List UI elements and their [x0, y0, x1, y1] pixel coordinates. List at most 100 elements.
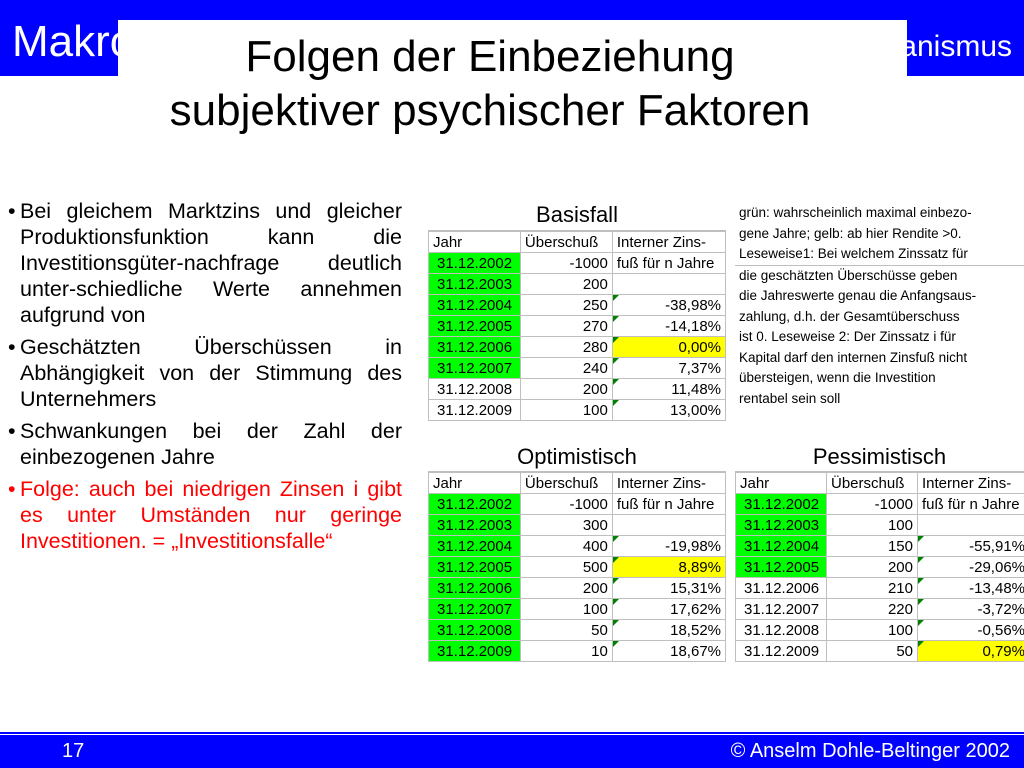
bullet-marker: • [8, 477, 16, 501]
note-line: gene Jahre; gelb: ab hier Rendite >0. [739, 225, 962, 241]
footer-bar: 17 © Anselm Dohle-Beltinger 2002 [0, 730, 1024, 768]
table-row: 31.12.2005 200 -29,06% [735, 556, 1024, 578]
formula-marker-icon [613, 295, 619, 301]
bullet-text: Schwankungen bei der Zahl der einbezogen… [20, 419, 402, 469]
note-line: zahlung, d.h. der Gesamtüberschuss [739, 308, 960, 324]
formula-marker-icon [918, 641, 924, 647]
page-number: 17 [62, 740, 85, 762]
cell-jahr: 31.12.2007 [428, 357, 521, 379]
cell-jahr: 31.12.2003 [428, 514, 521, 536]
table-row: 31.12.2005 500 8,89% [428, 556, 727, 578]
table-row: 31.12.2003 200 [428, 273, 727, 295]
cell-jahr: 31.12.2002 [735, 493, 827, 515]
note-line: die geschätzten Überschüsse geben [739, 267, 958, 283]
cell-ueberschuss: 200 [519, 378, 613, 400]
table-row: 31.12.2009 10 18,67% [428, 640, 727, 662]
bullet-item-conclusion: • Folge: auch bei niedrigen Zinsen i gib… [8, 476, 402, 554]
cell-ueberschuss: 200 [519, 273, 613, 295]
formula-marker-icon [613, 337, 619, 343]
formula-marker-icon [613, 599, 619, 605]
cell-jahr: 31.12.2004 [735, 535, 827, 557]
title-line-2: subjektiver psychischer Faktoren [169, 86, 811, 135]
formula-marker-icon [613, 641, 619, 647]
column-header: Interner Zins- [611, 472, 727, 494]
cell-interner-zins: -3,72% [917, 598, 1024, 620]
bullet-marker: • [8, 335, 16, 359]
column-header: Überschuß [519, 472, 613, 494]
note-divider [735, 264, 1024, 266]
cell-ueberschuss: 50 [519, 619, 613, 641]
bullet-text: Bei gleichem Marktzins und gleicher Prod… [20, 199, 402, 327]
cell-interner-zins: fuß für n Jahre [611, 493, 727, 515]
explanation-notes: grün: wahrscheinlich maximal einbezo- ge… [735, 203, 1024, 415]
cell-value: -3,72% [977, 600, 1024, 618]
table-row: 31.12.2002 -1000 fuß für n Jahre [428, 252, 727, 274]
column-header: Überschuß [519, 231, 613, 253]
cell-jahr: 31.12.2008 [428, 378, 521, 400]
table-title: Basisfall [428, 200, 726, 231]
cell-interner-zins: -38,98% [611, 294, 727, 316]
table-row: 31.12.2007 240 7,37% [428, 357, 727, 379]
table-row: 31.12.2007 100 17,62% [428, 598, 727, 620]
data-table: Jahr Überschuß Interner Zins- 31.12.2002 -10… [735, 472, 1024, 662]
bullet-item: • Schwankungen bei der Zahl der einbezog… [8, 418, 402, 470]
cell-value: -38,98% [665, 296, 721, 314]
bullet-text: Folge: auch bei niedrigen Zinsen i gibt … [20, 477, 402, 553]
data-table: Jahr Überschuß Interner Zins- 31.12.2002 -10… [428, 231, 727, 421]
note-line: die Jahreswerte genau die Anfangsaus- [739, 288, 977, 303]
table-row: 31.12.2008 200 11,48% [428, 378, 727, 400]
note-line: Kapital darf den internen Zinsfuß nicht [739, 349, 968, 365]
formula-marker-icon [613, 620, 619, 626]
cell-value: 11,48% [671, 380, 721, 398]
cell-jahr: 31.12.2003 [735, 514, 827, 536]
cell-jahr: 31.12.2008 [735, 619, 827, 641]
cell-ueberschuss: 300 [519, 514, 613, 536]
cell-value: 0,00% [678, 338, 721, 356]
table-row: 31.12.2004 400 -19,98% [428, 535, 727, 557]
cell-jahr: 31.12.2007 [428, 598, 521, 620]
cell-jahr: 31.12.2005 [428, 556, 521, 578]
cell-interner-zins: 7,37% [611, 357, 727, 379]
cell-ueberschuss: -1000 [519, 252, 613, 274]
cell-interner-zins: 18,52% [611, 619, 727, 641]
cell-jahr: 31.12.2006 [428, 577, 521, 599]
cell-ueberschuss: 400 [519, 535, 613, 557]
formula-marker-icon [613, 358, 619, 364]
table-header-row: Jahr Überschuß Interner Zins- [735, 472, 1024, 494]
cell-ueberschuss: 100 [519, 598, 613, 620]
cell-ueberschuss: 10 [519, 640, 613, 662]
cell-ueberschuss: 280 [519, 336, 613, 358]
table-row: 31.12.2006 280 0,00% [428, 336, 727, 358]
cell-interner-zins: -14,18% [611, 315, 727, 337]
cell-ueberschuss: 250 [519, 294, 613, 316]
table-row: 31.12.2002 -1000 fuß für n Jahre [735, 493, 1024, 515]
cell-value: 13,00% [670, 401, 721, 419]
table-pessimistisch: Pessimistisch Jahr Überschuß Interner Zins… [735, 443, 1024, 662]
column-header: Interner Zins- [917, 472, 1024, 494]
cell-interner-zins: fuß für n Jahre [917, 493, 1024, 515]
bullet-marker: • [8, 199, 16, 223]
note-line: grün: wahrscheinlich maximal einbezo- [739, 205, 972, 220]
formula-marker-icon [918, 578, 924, 584]
cell-ueberschuss: -1000 [519, 493, 613, 515]
cell-jahr: 31.12.2006 [735, 577, 827, 599]
formula-marker-icon [613, 400, 619, 406]
table-row: 31.12.2006 200 15,31% [428, 577, 727, 599]
cell-ueberschuss: 500 [519, 556, 613, 578]
cell-value: 17,62% [670, 600, 721, 618]
formula-marker-icon [918, 536, 924, 542]
note-line: ist 0. Leseweise 2: Der Zinssatz i für [739, 329, 956, 344]
cell-value: 18,67% [670, 642, 721, 660]
table-row: 31.12.2003 300 [428, 514, 727, 536]
title-background [118, 20, 907, 78]
cell-ueberschuss: 50 [826, 640, 918, 662]
cell-interner-zins: 17,62% [611, 598, 727, 620]
note-line: rentabel sein soll [739, 390, 841, 406]
bullet-text: Geschätzten Überschüssen in Abhängigkeit… [20, 335, 402, 411]
formula-marker-icon [613, 557, 619, 563]
cell-jahr: 31.12.2006 [428, 336, 521, 358]
note-line: übersteigen, wenn die Investition [739, 370, 936, 385]
cell-jahr: 31.12.2005 [735, 556, 827, 578]
cell-interner-zins: 11,48% [611, 378, 727, 400]
column-header: Überschuß [826, 472, 918, 494]
